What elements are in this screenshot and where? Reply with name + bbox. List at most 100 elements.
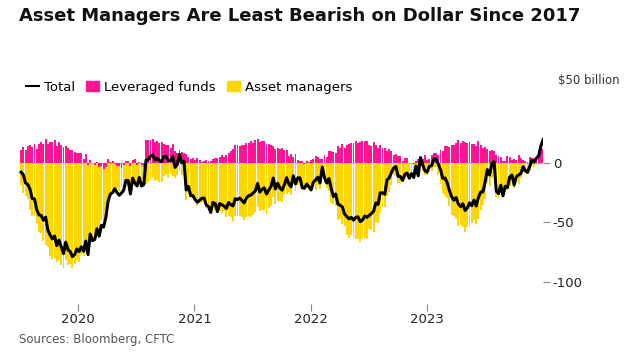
Bar <box>141 163 142 165</box>
Bar <box>42 144 44 163</box>
Bar <box>362 163 364 239</box>
Bar <box>69 163 71 264</box>
Bar <box>509 157 511 163</box>
Bar <box>431 155 433 163</box>
Bar <box>214 158 216 163</box>
Bar <box>277 163 279 201</box>
Bar <box>160 143 162 163</box>
Bar <box>326 163 328 188</box>
Bar <box>190 159 192 163</box>
Bar <box>227 153 229 163</box>
Bar <box>87 163 89 249</box>
Bar <box>33 144 35 163</box>
Bar <box>219 157 220 163</box>
Bar <box>442 151 443 163</box>
Bar <box>85 154 87 163</box>
Bar <box>22 148 24 163</box>
Bar <box>116 163 118 187</box>
Bar <box>194 160 196 163</box>
Bar <box>348 144 350 163</box>
Bar <box>299 161 301 163</box>
Bar <box>127 161 129 163</box>
Bar <box>134 163 136 185</box>
Bar <box>344 148 346 163</box>
Bar <box>196 163 198 207</box>
Bar <box>357 163 359 239</box>
Bar <box>359 163 361 242</box>
Bar <box>504 163 506 191</box>
Bar <box>58 163 60 260</box>
Bar <box>150 140 151 163</box>
Bar <box>424 155 426 163</box>
Bar <box>462 140 464 163</box>
Bar <box>380 145 381 163</box>
Bar <box>543 153 544 163</box>
Bar <box>426 163 428 175</box>
Bar <box>538 161 540 163</box>
Bar <box>154 142 156 163</box>
Bar <box>51 163 53 259</box>
Bar <box>355 140 357 163</box>
Bar <box>261 163 263 210</box>
Bar <box>426 160 428 163</box>
Bar <box>518 155 520 163</box>
Bar <box>321 159 323 163</box>
Bar <box>292 156 294 163</box>
Bar <box>301 161 303 163</box>
Bar <box>156 141 158 163</box>
Bar <box>308 162 310 163</box>
Bar <box>192 163 194 198</box>
Bar <box>243 163 245 220</box>
Bar <box>355 163 357 239</box>
Bar <box>38 144 40 163</box>
Bar <box>495 155 497 163</box>
Bar <box>203 163 205 201</box>
Bar <box>431 163 433 171</box>
Bar <box>27 146 29 163</box>
Bar <box>235 163 236 216</box>
Bar <box>435 152 437 163</box>
Bar <box>366 141 368 163</box>
Bar <box>364 163 366 238</box>
Bar <box>263 141 265 163</box>
Bar <box>38 163 40 232</box>
Bar <box>81 163 82 256</box>
Bar <box>205 160 207 163</box>
Bar <box>118 163 120 191</box>
Bar <box>373 163 374 232</box>
Bar <box>139 162 141 163</box>
Bar <box>82 158 84 163</box>
Bar <box>395 163 397 175</box>
Bar <box>100 163 102 220</box>
Bar <box>89 163 91 238</box>
Bar <box>187 157 189 163</box>
Bar <box>40 143 42 163</box>
Bar <box>435 163 437 167</box>
Bar <box>450 145 452 163</box>
Bar <box>76 153 78 163</box>
Bar <box>393 155 395 163</box>
Bar <box>377 163 379 223</box>
Bar <box>495 163 497 197</box>
Bar <box>47 163 49 247</box>
Bar <box>296 163 298 185</box>
Bar <box>540 161 542 163</box>
Bar <box>221 163 223 213</box>
Bar <box>214 163 216 210</box>
Bar <box>201 163 203 202</box>
Bar <box>486 163 488 183</box>
Bar <box>362 141 364 163</box>
Bar <box>504 161 506 163</box>
Bar <box>332 152 334 163</box>
Bar <box>288 156 289 163</box>
Bar <box>277 148 279 163</box>
Bar <box>100 163 102 166</box>
Bar <box>437 163 439 175</box>
Bar <box>178 163 180 171</box>
Bar <box>341 144 343 163</box>
Bar <box>199 160 201 163</box>
Bar <box>384 148 386 163</box>
Bar <box>529 157 531 163</box>
Bar <box>69 150 71 163</box>
Bar <box>154 163 156 181</box>
